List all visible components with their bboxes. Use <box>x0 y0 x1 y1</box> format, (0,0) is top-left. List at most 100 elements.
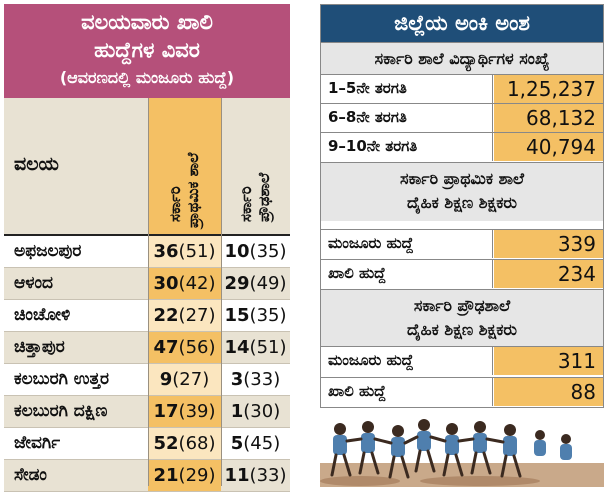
primary-sanctioned: (56) <box>178 337 216 358</box>
section-high-pe-heading: ಸರ್ಕಾರಿ ಪ್ರೌಢಶಾಲೆ ದೈಹಿಕ ಶಿಕ್ಷಣ ಶಿಕ್ಷಕರು <box>320 289 604 346</box>
primary-vacancy-cell: 47(56) <box>148 332 221 363</box>
high-vacancy-cell: 5(45) <box>221 428 290 459</box>
stat-row: ಮಂಜೂರು ಹುದ್ದೆ 339 <box>320 229 604 258</box>
title-subtitle: (ಆವರಣದಲ್ಲಿ ಮಂಜೂರು ಹುದ್ದೆ) <box>59 68 235 87</box>
primary-vacant: 22 <box>153 305 179 326</box>
table-title: ವಲಯವಾರು ಖಾಲಿ ಹುದ್ದೆಗಳ ವಿವರ (ಆವರಣದಲ್ಲಿ ಮಂ… <box>4 4 290 98</box>
high-vacant: 15 <box>224 305 250 326</box>
stat-value: 1,25,237 <box>494 75 604 103</box>
stat-row: ಖಾಲಿ ಹುದ್ದೆ 88 <box>320 377 604 406</box>
stat-label: ಮಂಜೂರು ಹುದ್ದೆ <box>328 351 414 369</box>
stat-label: 6–8ನೇ ತರಗತಿ <box>328 108 407 126</box>
cell-divider <box>492 378 493 406</box>
col-header-high-line1: ಸರ್ಕಾರಿ <box>237 186 255 222</box>
table-row: ಕಲಬುರಗಿ ದಕ್ಷಿಣ 17(39) 1(30) <box>4 396 290 428</box>
primary-sanctioned: (27) <box>172 369 210 390</box>
primary-vacant: 52 <box>153 433 179 454</box>
column-headers: ವಲಯ ಸರ್ಕಾರಿ ಪ್ರಾಥಮಿಕ ಶಾಲೆ ಸರ್ಕಾರಿ ಪ್ರೌಢಶ… <box>4 98 290 236</box>
high-sanctioned: (35) <box>249 305 287 326</box>
high-sanctioned: (49) <box>249 273 287 294</box>
cell-divider <box>492 104 493 132</box>
stat-value: 88 <box>494 378 604 406</box>
table-row: ಸೇಡಂ 21(29) 11(33) <box>4 460 290 492</box>
primary-vacancy-cell: 9(27) <box>148 364 221 395</box>
table-row: ಚಿಂಚೋಳಿ 22(27) 15(35) <box>4 300 290 332</box>
column-divider <box>221 98 222 486</box>
primary-sanctioned: (39) <box>178 401 216 422</box>
primary-vacant: 21 <box>153 465 179 486</box>
table-row: ಜೇವರ್ಗಿ 52(68) 5(45) <box>4 428 290 460</box>
col-header-primary-line1: ಸರ್ಕಾರಿ <box>166 186 184 222</box>
col-header-high-line2: ಪ್ರೌಢಶಾಲೆ <box>255 172 273 222</box>
primary-vacant: 47 <box>153 337 179 358</box>
primary-vacancy-cell: 21(29) <box>148 460 221 491</box>
stat-label: 9–10ನೇ ತರಗತಿ <box>328 137 418 155</box>
high-sanctioned: (30) <box>243 401 281 422</box>
cell-divider <box>492 133 493 161</box>
primary-vacancy-cell: 36(51) <box>148 236 221 267</box>
high-vacancy-cell: 10(35) <box>221 236 290 267</box>
primary-vacancy-cell: 22(27) <box>148 300 221 331</box>
high-vacant: 3 <box>230 369 244 390</box>
cell-divider <box>492 347 493 375</box>
region-name: ಚಿತ್ತಾಪುರ <box>14 337 65 357</box>
cell-divider <box>492 260 493 288</box>
stat-row: 9–10ನೇ ತರಗತಿ 40,794 <box>320 132 604 161</box>
primary-vacant: 30 <box>153 273 179 294</box>
high-vacancy-cell: 1(30) <box>221 396 290 427</box>
stat-value: 234 <box>494 260 604 288</box>
stat-value: 68,132 <box>494 104 604 132</box>
high-vacancy-cell: 15(35) <box>221 300 290 331</box>
high-sanctioned: (35) <box>249 241 287 262</box>
section-primary-pe-heading: ಸರ್ಕಾರಿ ಪ್ರಾಥಮಿಕ ಶಾಲೆ ದೈಹಿಕ ಶಿಕ್ಷಣ ಶಿಕ್ಷ… <box>320 162 604 221</box>
stat-row: 1–5ನೇ ತರಗತಿ 1,25,237 <box>320 74 604 103</box>
primary-vacant: 17 <box>153 401 179 422</box>
stat-value: 40,794 <box>494 133 604 161</box>
section-line: ದೈಹಿಕ ಶಿಕ್ಷಣ ಶಿಕ್ಷಕರು <box>407 320 517 339</box>
high-vacancy-cell: 11(33) <box>221 460 290 491</box>
high-vacant: 14 <box>224 337 250 358</box>
high-vacancy-cell: 14(51) <box>221 332 290 363</box>
region-name: ಚಿಂಚೋಳಿ <box>14 305 71 325</box>
high-vacant: 29 <box>224 273 250 294</box>
stat-row: ಮಂಜೂರು ಹುದ್ದೆ 311 <box>320 346 604 375</box>
section-line: ಸರ್ಕಾರಿ ಪ್ರಾಥಮಿಕ ಶಾಲೆ <box>399 169 525 188</box>
region-name: ಕಲಬುರಗಿ ದಕ್ಷಿಣ <box>14 401 108 421</box>
high-sanctioned: (33) <box>243 369 281 390</box>
region-name: ಸೇಡಂ <box>14 465 47 485</box>
primary-vacant: 36 <box>153 241 179 262</box>
stat-value: 311 <box>494 347 604 375</box>
high-vacant: 5 <box>230 433 244 454</box>
primary-sanctioned: (29) <box>178 465 216 486</box>
children-playing-illustration <box>320 415 604 487</box>
col-header-primary-line2: ಪ್ರಾಥಮಿಕ ಶಾಲೆ <box>184 152 202 228</box>
primary-vacancy-cell: 17(39) <box>148 396 221 427</box>
stat-value: 339 <box>494 230 604 258</box>
district-vacancy-table: ವಲಯವಾರು ಖಾಲಿ ಹುದ್ದೆಗಳ ವಿವರ (ಆವರಣದಲ್ಲಿ ಮಂ… <box>4 4 290 492</box>
region-name: ಆಳಂದ <box>14 273 53 293</box>
col-header-region: ವಲಯ <box>14 153 59 175</box>
panel-title: ಜಿಲ್ಲೆಯ ಅಂಕಿ ಅಂಶ <box>320 4 604 42</box>
table-row: ಅಫಜಲಪುರ 36(51) 10(35) <box>4 236 290 268</box>
high-vacant: 1 <box>230 401 244 422</box>
title-line-2: ಹುದ್ದೆಗಳ ವಿವರ <box>94 38 200 62</box>
primary-sanctioned: (68) <box>178 433 216 454</box>
col-header-primary-bg <box>148 98 221 234</box>
section-students-heading: ಸರ್ಕಾರಿ ಶಾಲೆ ವಿದ್ಯಾರ್ಥಿಗಳ ಸಂಖ್ಯೆ <box>320 42 604 75</box>
title-line-1: ವಲಯವಾರು ಖಾಲಿ <box>81 10 213 34</box>
high-vacant: 11 <box>224 465 250 486</box>
high-sanctioned: (33) <box>249 465 287 486</box>
high-vacancy-cell: 29(49) <box>221 268 290 299</box>
stat-row: 6–8ನೇ ತರಗತಿ 68,132 <box>320 103 604 132</box>
table-body: ಅಫಜಲಪುರ 36(51) 10(35) ಆಳಂದ 30(42) 29(49) ಚಿಂಚೋ… <box>4 236 290 492</box>
section-line: ಸರ್ಕಾರಿ ಪ್ರೌಢಶಾಲೆ <box>413 296 511 315</box>
stat-label: 1–5ನೇ ತರಗತಿ <box>328 79 407 97</box>
primary-sanctioned: (42) <box>178 273 216 294</box>
stat-row: ಖಾಲಿ ಹುದ್ದೆ 234 <box>320 259 604 288</box>
high-vacancy-cell: 3(33) <box>221 364 290 395</box>
region-name: ಅಫಜಲಪುರ <box>14 241 82 261</box>
high-sanctioned: (45) <box>243 433 281 454</box>
primary-vacancy-cell: 30(42) <box>148 268 221 299</box>
table-row: ಕಲಬುರಗಿ ಉತ್ತರ 9(27) 3(33) <box>4 364 290 396</box>
cell-divider <box>492 230 493 258</box>
